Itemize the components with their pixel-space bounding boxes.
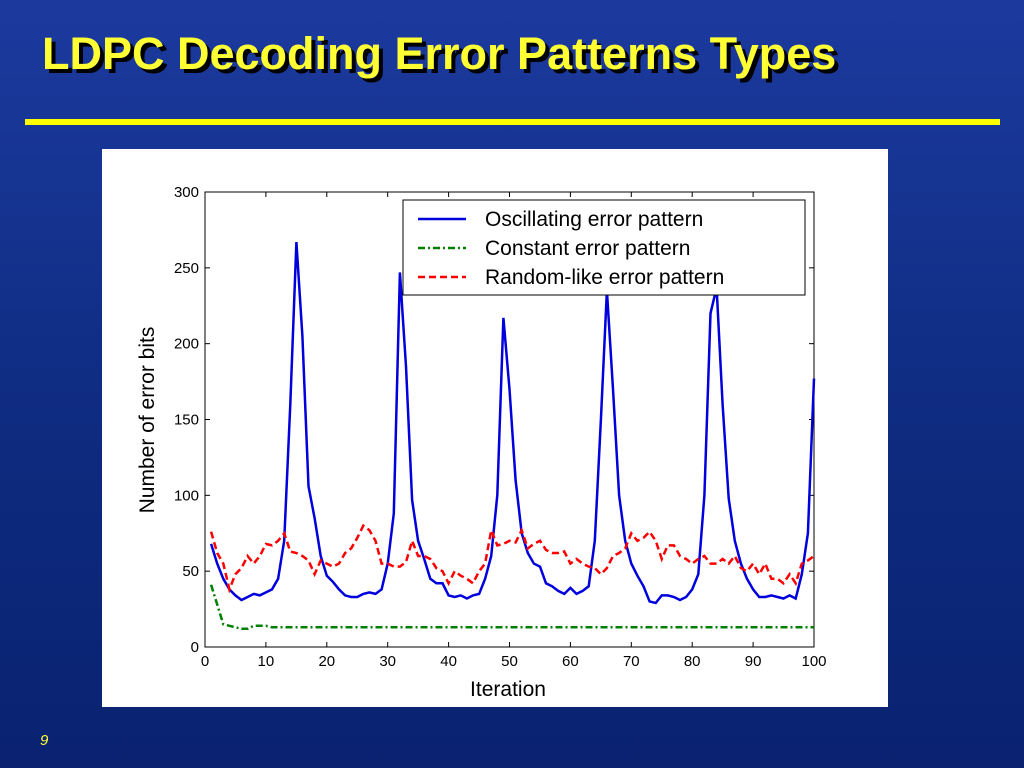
y-tick-label: 150 — [174, 412, 199, 429]
y-tick-label: 200 — [174, 336, 199, 353]
x-tick-label: 90 — [745, 653, 762, 670]
legend-box — [402, 199, 806, 296]
y-tick-label: 50 — [182, 563, 199, 580]
x-tick-label: 20 — [318, 653, 335, 670]
x-tick-label: 80 — [684, 653, 701, 670]
slide-title: LDPC Decoding Error Patterns Types — [42, 28, 837, 79]
x-axis-label: Iteration — [470, 678, 546, 701]
y-tick-label: 0 — [191, 639, 199, 656]
series-line — [209, 242, 816, 605]
x-tick-label: 40 — [440, 653, 457, 670]
legend-label: Constant error pattern — [485, 237, 690, 260]
page-number: 9 — [40, 732, 49, 749]
x-tick-label: 0 — [201, 653, 209, 670]
legend-label: Random-like error pattern — [485, 266, 724, 289]
x-tick-label: 30 — [379, 653, 396, 670]
legend-label: Oscillating error pattern — [485, 208, 703, 231]
series-line — [209, 523, 815, 594]
y-tick-label: 250 — [174, 260, 199, 277]
y-tick-label: 300 — [174, 184, 199, 201]
x-tick-label: 60 — [562, 653, 579, 670]
title-rule — [25, 119, 1000, 125]
y-tick-label: 100 — [174, 487, 199, 504]
x-tick-label: 70 — [623, 653, 640, 670]
x-tick-label: 10 — [258, 653, 275, 670]
x-tick-label: 100 — [801, 653, 826, 670]
x-tick-label: 50 — [501, 653, 518, 670]
series-line — [209, 584, 814, 631]
y-axis-label: Number of error bits — [136, 327, 159, 514]
